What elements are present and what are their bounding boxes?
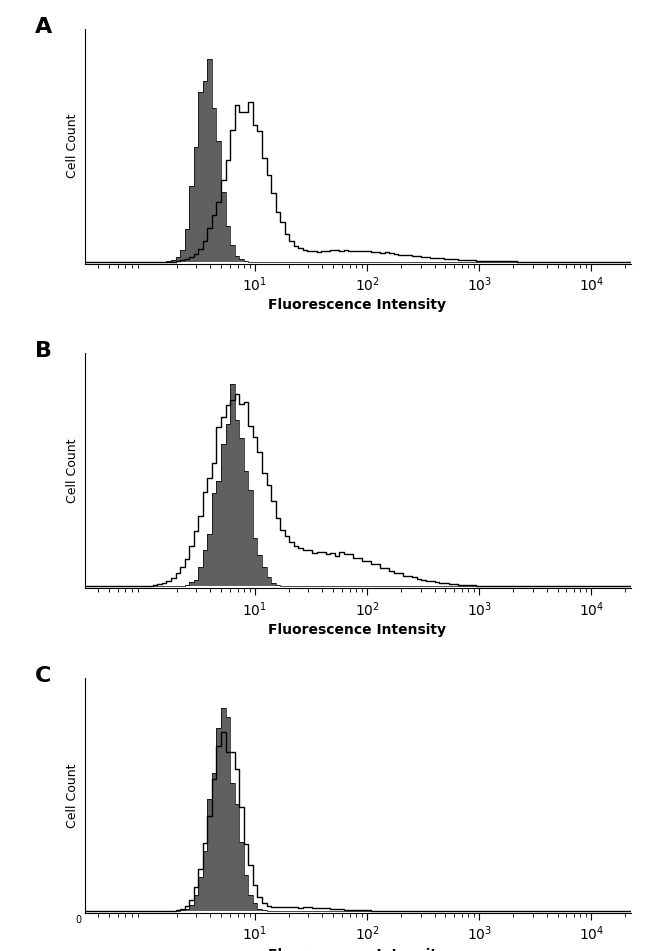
Y-axis label: Cell Count: Cell Count [66,763,79,827]
Text: 0: 0 [75,915,82,925]
Text: B: B [35,341,53,361]
Y-axis label: Cell Count: Cell Count [66,438,79,503]
Y-axis label: Cell Count: Cell Count [66,114,79,179]
Text: A: A [35,17,53,37]
Text: C: C [35,666,52,686]
X-axis label: Fluorescence Intensity: Fluorescence Intensity [268,947,447,951]
X-axis label: Fluorescence Intensity: Fluorescence Intensity [268,299,447,312]
X-axis label: Fluorescence Intensity: Fluorescence Intensity [268,623,447,637]
